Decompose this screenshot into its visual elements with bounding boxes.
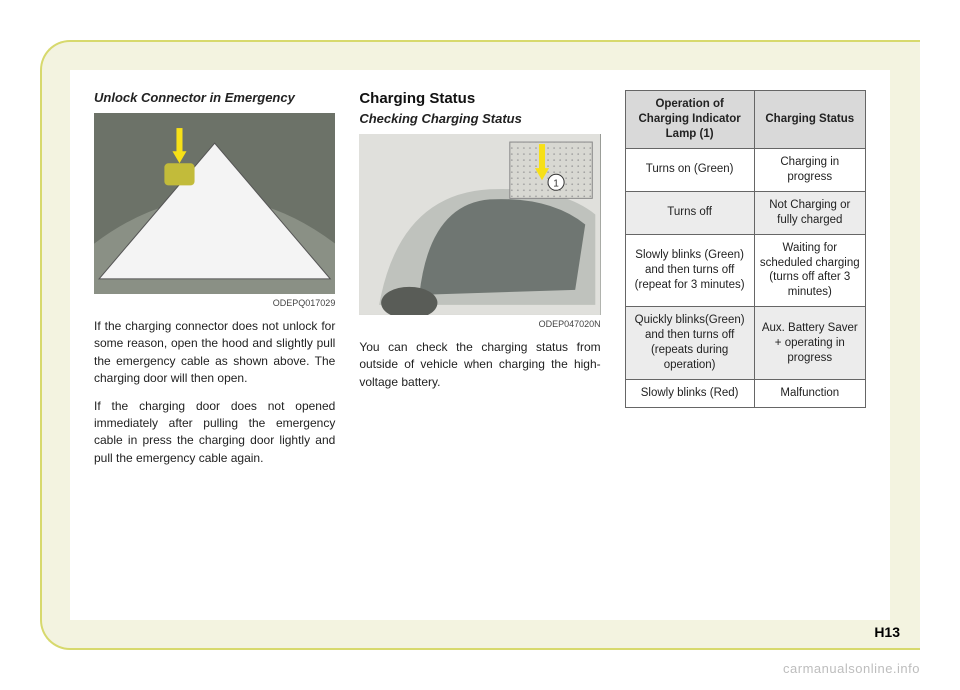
table-row: Turns on (Green) Charging in progress xyxy=(625,148,865,191)
charging-status-table: Operation of Charging Indicator Lamp (1)… xyxy=(625,90,866,408)
col1-para2: If the charging door does not opened imm… xyxy=(94,398,335,468)
figure-vehicle-front: 1 xyxy=(359,134,600,315)
fig2-code: ODEP047020N xyxy=(359,319,600,329)
column-2: Charging Status Checking Charging Status… xyxy=(359,90,600,600)
table-row: Slowly blinks (Red) Malfunction xyxy=(625,380,865,408)
col1-heading: Unlock Connector in Emergency xyxy=(94,90,335,105)
table-header-row: Operation of Charging Indicator Lamp (1)… xyxy=(625,91,865,149)
page-number: H13 xyxy=(874,624,900,640)
watermark: carmanualsonline.info xyxy=(783,661,920,676)
col2-para1: You can check the charging status from o… xyxy=(359,339,600,391)
svg-text:1: 1 xyxy=(554,178,560,189)
table-row: Quickly blinks(Green) and then turns off… xyxy=(625,307,865,380)
table-header-op: Operation of Charging Indicator Lamp (1) xyxy=(625,91,754,149)
table-row: Slowly blinks (Green) and then turns off… xyxy=(625,234,865,307)
column-3: Operation of Charging Indicator Lamp (1)… xyxy=(625,90,866,600)
column-1: Unlock Connector in Emergency ODEPQ01702… xyxy=(94,90,335,600)
col2-heading-sub: Checking Charging Status xyxy=(359,111,600,126)
table-row: Turns off Not Charging or fully charged xyxy=(625,191,865,234)
figure-engine-bay xyxy=(94,113,335,294)
col1-para1: If the charging connector does not unloc… xyxy=(94,318,335,388)
fig1-code: ODEPQ017029 xyxy=(94,298,335,308)
table-header-status: Charging Status xyxy=(754,91,865,149)
col2-heading-main: Charging Status xyxy=(359,90,600,107)
